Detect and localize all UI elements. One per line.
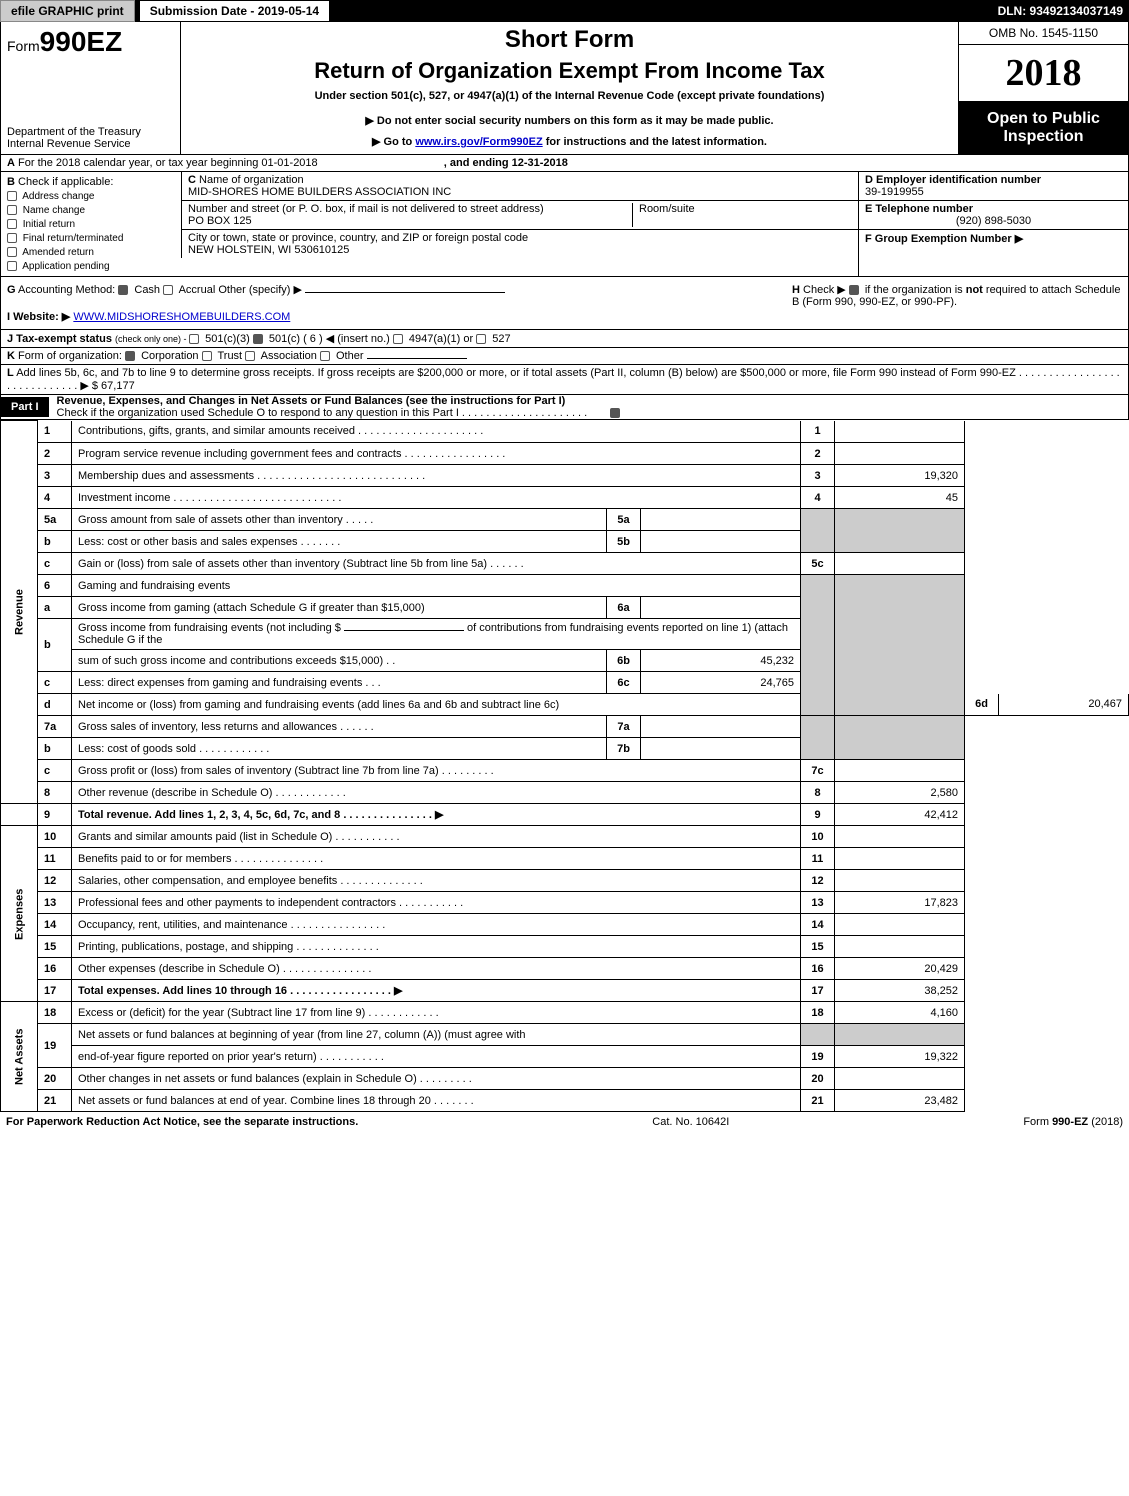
open-to-public: Open to PublicInspection	[959, 102, 1128, 154]
tax-year: 2018	[959, 45, 1128, 102]
website-link[interactable]: WWW.MIDSHORESHOMEBUILDERS.COM	[73, 311, 290, 323]
dln: DLN: 93492134037149	[998, 4, 1129, 18]
row-j: J Tax-exempt status (check only one) - 5…	[0, 330, 1129, 348]
b-checkbox-5[interactable]	[7, 261, 17, 271]
b-checkbox-2[interactable]	[7, 219, 17, 229]
h-checkbox[interactable]	[849, 285, 859, 295]
omb-number: OMB No. 1545-1150	[959, 22, 1128, 45]
form-ref: Form 990-EZ (2018)	[1023, 1116, 1123, 1128]
501c-checkbox[interactable]	[253, 334, 263, 344]
row-g-h: G Accounting Method: Cash Accrual Other …	[0, 277, 1129, 330]
k-checkbox-2[interactable]	[245, 351, 255, 361]
k-checkbox-3[interactable]	[320, 351, 330, 361]
section-b-through-f: B Check if applicable: Address change Na…	[0, 172, 1129, 277]
side-expenses: Expenses	[1, 826, 38, 1002]
b-checkbox-1[interactable]	[7, 205, 17, 215]
under-section: Under section 501(c), 527, or 4947(a)(1)…	[189, 90, 950, 102]
goto-instructions: ▶ Go to www.irs.gov/Form990EZ for instru…	[189, 135, 950, 148]
k-checkbox-0[interactable]	[125, 351, 135, 361]
footer: For Paperwork Reduction Act Notice, see …	[0, 1112, 1129, 1132]
dept-treasury: Department of the Treasury	[7, 126, 174, 138]
k-checkbox-1[interactable]	[202, 351, 212, 361]
do-not-enter: ▶ Do not enter social security numbers o…	[189, 114, 950, 127]
efile-print-button[interactable]: efile GRAPHIC print	[0, 0, 135, 22]
ein: 39-1919955	[865, 186, 924, 198]
city-state-zip: NEW HOLSTEIN, WI 530610125	[188, 244, 349, 256]
row-k: K Form of organization: Corporation Trus…	[0, 348, 1129, 365]
4947-checkbox[interactable]	[393, 334, 403, 344]
label-phone: E Telephone number	[865, 203, 973, 215]
schedule-o-checkbox[interactable]	[610, 408, 620, 418]
paperwork-notice: For Paperwork Reduction Act Notice, see …	[6, 1116, 358, 1128]
phone: (920) 898-5030	[865, 215, 1122, 227]
cash-checkbox[interactable]	[118, 285, 128, 295]
org-name: MID-SHORES HOME BUILDERS ASSOCIATION INC	[188, 186, 451, 198]
form-header: Form990EZ Department of the Treasury Int…	[0, 22, 1129, 155]
cat-no: Cat. No. 10642I	[652, 1116, 729, 1128]
label-ein: D Employer identification number	[865, 174, 1041, 186]
b-checkbox-4[interactable]	[7, 247, 17, 257]
b-checkbox-3[interactable]	[7, 233, 17, 243]
topbar: efile GRAPHIC print Submission Date - 20…	[0, 0, 1129, 22]
form-number: Form990EZ	[7, 26, 174, 58]
row-l: L Add lines 5b, 6c, and 7b to line 9 to …	[0, 365, 1129, 395]
501c3-checkbox[interactable]	[189, 334, 199, 344]
room-suite: Room/suite	[632, 203, 852, 227]
irs-link[interactable]: www.irs.gov/Form990EZ	[415, 136, 542, 148]
short-form-title: Short Form	[189, 26, 950, 54]
527-checkbox[interactable]	[476, 334, 486, 344]
return-title: Return of Organization Exempt From Incom…	[189, 58, 950, 84]
group-exemption: F Group Exemption Number ▶	[865, 233, 1023, 245]
financial-table: Revenue 1Contributions, gifts, grants, a…	[0, 420, 1129, 1112]
accrual-checkbox[interactable]	[163, 285, 173, 295]
side-revenue: Revenue	[1, 421, 38, 804]
row-a: A For the 2018 calendar year, or tax yea…	[0, 155, 1129, 172]
part-i-header: Part I Revenue, Expenses, and Changes in…	[0, 395, 1129, 420]
submission-date: Submission Date - 2019-05-14	[139, 0, 330, 22]
b-checkbox-0[interactable]	[7, 191, 17, 201]
street-address: PO BOX 125	[188, 215, 252, 227]
irs: Internal Revenue Service	[7, 138, 174, 150]
side-net-assets: Net Assets	[1, 1002, 38, 1112]
